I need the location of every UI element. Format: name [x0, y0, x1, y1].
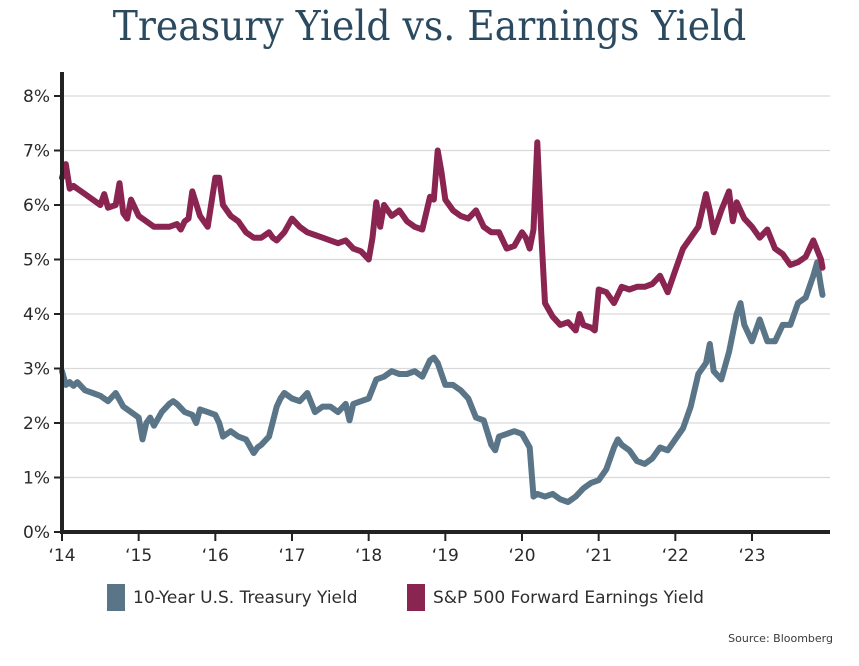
series-line-earnings: [59, 139, 826, 334]
y-tick-label: 5%: [23, 251, 50, 271]
axes: [60, 72, 830, 534]
y-tick-label: 6%: [23, 196, 50, 216]
series-line-treasury: [59, 259, 826, 505]
x-tick-label: ‘20: [508, 546, 535, 566]
x-tick-label: ‘23: [738, 546, 765, 566]
y-tick-label: 8%: [23, 87, 50, 107]
legend-label-earnings: S&P 500 Forward Earnings Yield: [433, 587, 704, 608]
x-tick-label: ‘16: [202, 546, 229, 566]
x-tick-label: ‘14: [48, 546, 75, 566]
chart-title: Treasury Yield vs. Earnings Yield: [112, 2, 747, 50]
x-tick-label: ‘22: [662, 546, 689, 566]
source-note: Source: Bloomberg: [728, 632, 833, 645]
series-lines: [59, 139, 826, 505]
y-tick-label: 4%: [23, 305, 50, 325]
y-axis-ticks: 0% 1% 2% 3% 4% 5% 6% 7% 8%: [23, 87, 62, 543]
x-axis-ticks: ‘14 ‘15 ‘16 ‘17 ‘18 ‘19 ‘20 ‘21 ‘22 ‘23: [48, 532, 766, 566]
legend-label-treasury: 10-Year U.S. Treasury Yield: [133, 587, 358, 608]
y-tick-label: 2%: [23, 414, 50, 434]
x-tick-label: ‘18: [355, 546, 382, 566]
x-tick-label: ‘15: [125, 546, 152, 566]
y-tick-label: 3%: [23, 360, 50, 380]
x-tick-label: ‘19: [432, 546, 459, 566]
y-tick-label: 0%: [23, 523, 50, 543]
legend-swatch-earnings: [407, 584, 425, 611]
y-tick-label: 7%: [23, 142, 50, 162]
legend-swatch-treasury: [107, 584, 125, 611]
legend-item-treasury: 10-Year U.S. Treasury Yield: [107, 584, 358, 611]
x-tick-label: ‘21: [585, 546, 612, 566]
legend-item-earnings: S&P 500 Forward Earnings Yield: [407, 584, 704, 611]
x-tick-label: ‘17: [278, 546, 305, 566]
gridlines: [62, 95, 830, 479]
y-tick-label: 1%: [23, 469, 50, 489]
